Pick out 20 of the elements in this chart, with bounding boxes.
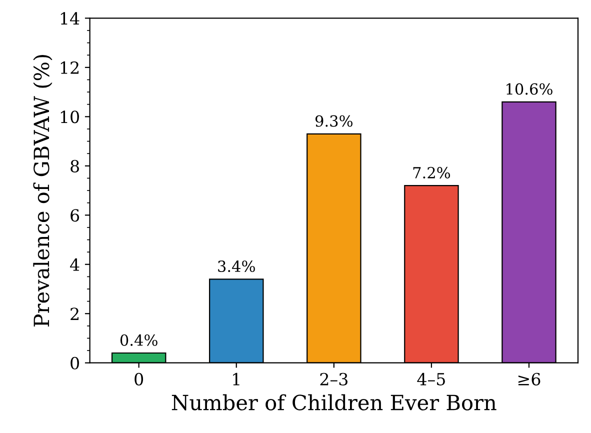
x-tick-label: ≥6 [518, 372, 540, 386]
y-tick-label: 0 [70, 356, 80, 370]
data-label: 0.4% [120, 334, 158, 346]
data-label: 9.3% [315, 115, 352, 127]
data-label: 10.6% [506, 83, 552, 95]
y-tick-label: 6 [70, 209, 80, 222]
y-tick-label: 12 [60, 61, 78, 74]
y-tick-label: 2 [70, 308, 78, 320]
data-label: 7.2% [413, 166, 450, 178]
y-tick-label: 4 [70, 258, 80, 271]
x-axis-title: Number of Children Ever Born [172, 394, 496, 410]
x-tick-label: 0 [134, 372, 144, 386]
x-tick-label: 1 [233, 372, 240, 386]
x-tick-label: 2–3 [320, 372, 348, 386]
y-axis-title: Prevalence of GBVAW (%) [33, 55, 52, 327]
data-label: 3.4% [218, 260, 255, 272]
x-tick-label: 4–5 [417, 372, 445, 386]
y-tick-label: 8 [70, 160, 79, 172]
y-tick-label: 10 [60, 110, 80, 124]
y-tick-label: 14 [60, 12, 80, 25]
